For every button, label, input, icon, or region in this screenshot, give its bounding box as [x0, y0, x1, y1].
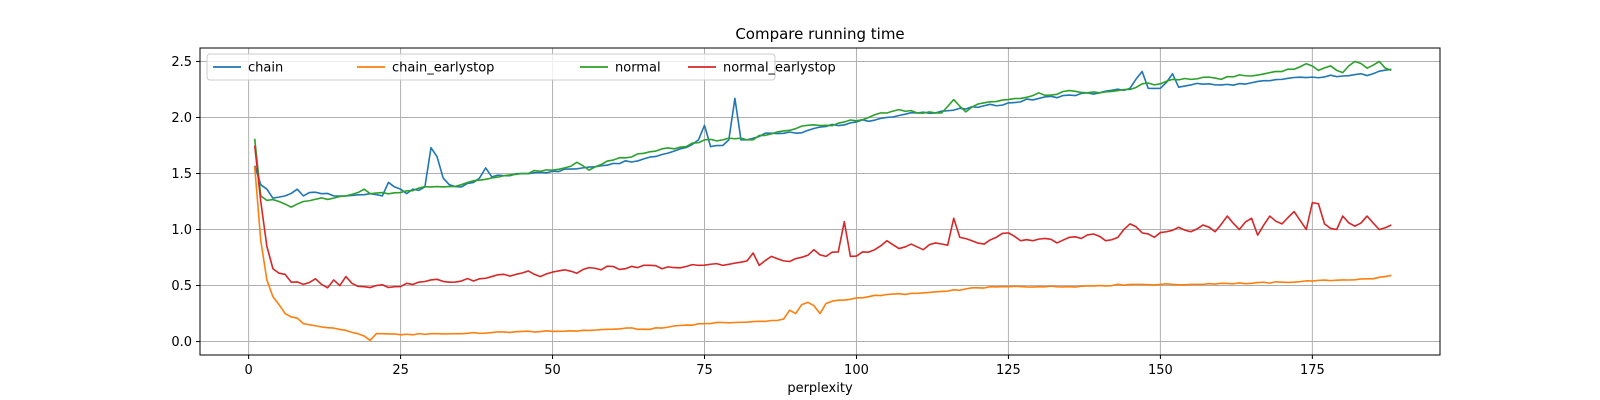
- series-line-normal: [253, 60, 1392, 208]
- y-tick-label: 1.0: [171, 223, 192, 238]
- legend-label: chain_earlystop: [392, 61, 494, 76]
- x-tick-label: 175: [1300, 363, 1325, 378]
- series-layer: [253, 60, 1392, 342]
- x-tick-label: 150: [1148, 363, 1173, 378]
- x-axis-label: perplexity: [787, 381, 853, 396]
- legend-item-chain-earlystop: chain_earlystop: [357, 61, 494, 76]
- x-tick-label: 75: [696, 363, 713, 378]
- plot-background: [200, 48, 1440, 355]
- x-tick-label: 25: [392, 363, 409, 378]
- legend-label: normal: [615, 61, 661, 76]
- legend: chain chain_earlystop normal normal_earlyst…: [206, 53, 836, 81]
- tick-labels: 0 25 50 75 100 125 150 175 0.0 0.5 1.0 1.5 2.0 2.5: [171, 55, 1324, 378]
- y-tick-label: 0.0: [171, 335, 192, 350]
- y-tick-label: 2.0: [171, 111, 192, 126]
- y-tick-label: 0.5: [171, 279, 192, 294]
- series-line-chain-earlystop: [253, 166, 1392, 342]
- x-tick-label: 0: [244, 363, 252, 378]
- x-tick-label: 100: [844, 363, 869, 378]
- x-tick-label: 50: [544, 363, 561, 378]
- plot-frame: [199, 47, 1441, 356]
- legend-label: chain: [248, 61, 283, 76]
- x-tick-label: 125: [996, 363, 1021, 378]
- legend-item-normal: normal: [580, 61, 661, 76]
- legend-item-chain: chain: [213, 61, 283, 76]
- tick-marks: [196, 60, 1313, 359]
- legend-item-normal-earlystop: normal_earlystop: [688, 61, 836, 76]
- chart-title: Compare running time: [735, 25, 904, 43]
- y-tick-label: 1.5: [171, 167, 192, 182]
- legend-label: normal_earlystop: [723, 61, 836, 76]
- y-tick-label: 2.5: [171, 55, 192, 70]
- series-line-chain: [253, 68, 1392, 199]
- series-line-normal-earlystop: [253, 145, 1392, 289]
- legend-box: [206, 53, 776, 81]
